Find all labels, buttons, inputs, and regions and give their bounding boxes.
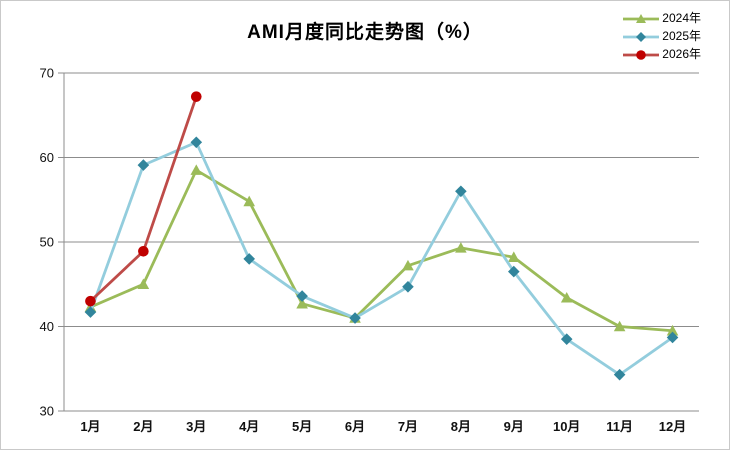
y-axis-label: 40 (40, 319, 54, 334)
diamond-marker (666, 331, 679, 344)
legend-item-2024年: 2024年 (622, 11, 701, 26)
x-axis-label: 10月 (553, 419, 580, 434)
diamond-marker (190, 136, 203, 149)
x-axis-label: 6月 (345, 419, 365, 434)
triangle-marker (666, 324, 679, 336)
x-axis-label: 7月 (398, 419, 418, 434)
triangle-marker (560, 291, 573, 303)
x-axis-label: 8月 (451, 419, 471, 434)
triangle-marker (296, 297, 308, 309)
diamond-marker (243, 253, 256, 265)
x-axis-label: 1月 (80, 419, 100, 434)
x-axis-label: 11月 (606, 419, 633, 434)
diamond-marker (402, 280, 414, 293)
triangle-marker (507, 251, 520, 262)
diamond-marker (137, 159, 150, 171)
legend-swatch-circle (623, 49, 660, 60)
triangle-marker (455, 242, 467, 253)
legend: 2024年 2025年 2026年 (622, 11, 701, 62)
y-axis-label: 50 (40, 235, 54, 250)
x-axis-label: 4月 (239, 419, 259, 434)
y-axis-label: 60 (40, 150, 54, 165)
x-axis-label: 3月 (186, 419, 206, 434)
diamond-marker (507, 265, 520, 278)
legend-swatch-triangle (623, 13, 660, 23)
triangle-marker (613, 320, 626, 332)
diamond-marker (84, 306, 97, 318)
diamond-marker (560, 333, 573, 345)
x-axis-label: 9月 (504, 419, 524, 434)
diamond-marker (455, 185, 467, 198)
series-line-2025年 (89, 140, 674, 377)
y-axis-label: 30 (40, 404, 54, 419)
x-axis-label: 2月 (133, 419, 153, 434)
legend-label: 2024年 (662, 11, 701, 25)
triangle-icon (636, 13, 647, 23)
diamond-marker (613, 368, 626, 381)
triangle-marker (402, 259, 414, 271)
legend-item-2026年: 2026年 (622, 47, 701, 62)
legend-label: 2026年 (662, 47, 701, 61)
circle-marker (138, 245, 149, 257)
circle-marker (190, 91, 202, 102)
x-axis-label: 12月 (659, 419, 686, 434)
series-line-2024年 (89, 168, 674, 333)
circle-icon (636, 49, 647, 60)
triangle-marker (137, 278, 150, 290)
chart-title: AMI月度同比走势图（%） (247, 22, 483, 43)
y-axis-label: 70 (40, 66, 54, 81)
diamond-marker (296, 290, 308, 302)
diamond-icon (636, 31, 647, 42)
triangle-marker (190, 164, 203, 175)
diamond-marker (349, 312, 361, 324)
triangle-marker (243, 195, 256, 207)
legend-item-2025年: 2025年 (622, 29, 701, 44)
circle-marker (85, 295, 96, 307)
legend-label: 2025年 (662, 29, 701, 43)
legend-swatch-diamond (623, 31, 660, 42)
x-axis-label: 5月 (292, 419, 312, 434)
